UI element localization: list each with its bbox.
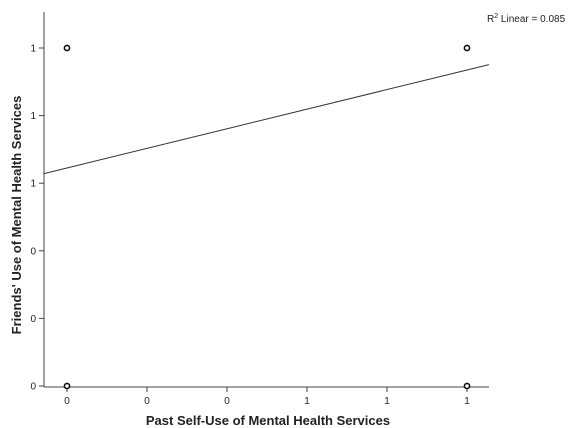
data-point: [63, 44, 71, 52]
x-tick-label: 0: [64, 396, 70, 407]
x-tick-label: 1: [464, 396, 470, 407]
data-points: [63, 44, 471, 390]
y-tick-label: 0: [30, 314, 36, 325]
data-point: [463, 382, 471, 390]
x-tick-label: 0: [144, 396, 150, 407]
x-tick-label: 0: [224, 396, 230, 407]
r2-legend-text: Linear = 0.085: [498, 14, 565, 25]
axes: [43, 12, 489, 388]
y-ticks: 0 0 0 1 1 1: [30, 44, 44, 393]
data-point: [63, 382, 71, 390]
x-axis-label: Past Self-Use of Mental Health Services: [146, 413, 390, 428]
x-tick-label: 1: [384, 396, 390, 407]
y-tick-label: 1: [30, 44, 36, 55]
y-tick-label: 0: [30, 246, 36, 257]
y-axis-label: Friends' Use of Mental Health Services: [9, 96, 24, 335]
x-tick-label: 1: [304, 396, 310, 407]
x-ticks: 0 0 0 1 1 1: [64, 387, 470, 407]
fit-line: [43, 64, 490, 175]
data-point: [463, 44, 471, 52]
y-tick-label: 1: [30, 111, 36, 122]
r2-legend-superscript: 2: [494, 13, 498, 20]
r2-legend: R2 Linear = 0.085: [487, 13, 566, 25]
y-tick-label: 1: [30, 179, 36, 190]
r2-legend-prefix: R: [487, 14, 494, 25]
y-tick-label: 0: [30, 382, 36, 393]
